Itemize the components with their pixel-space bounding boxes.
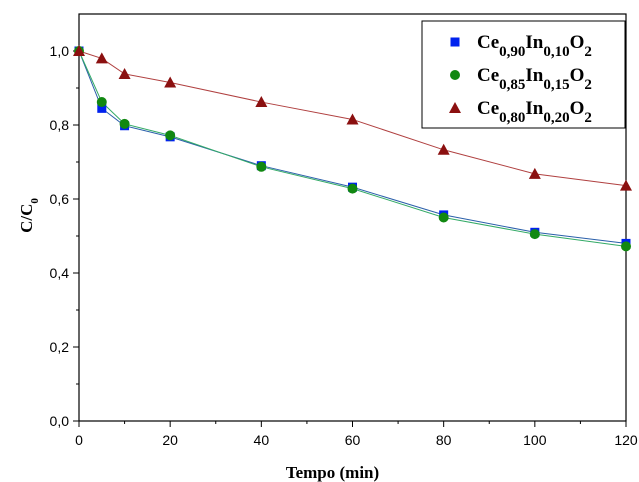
x-tick-label: 120	[614, 432, 638, 448]
x-tick-label: 60	[345, 432, 361, 448]
series-2-point	[529, 229, 540, 240]
series-2-point	[119, 118, 130, 129]
series-3-point	[528, 167, 541, 179]
y-tick-label: 1,0	[50, 43, 70, 59]
series-2-point	[96, 97, 107, 108]
x-tick-label: 40	[254, 432, 270, 448]
series-3-point	[73, 45, 85, 56]
y-tick-label: 0,2	[50, 339, 70, 355]
series-3-point	[118, 67, 131, 79]
series-2-point	[347, 183, 358, 194]
series-3-point	[255, 96, 268, 108]
legend-marker-1	[450, 37, 460, 47]
series-3-point	[95, 52, 108, 64]
y-tick-label: 0,4	[50, 265, 70, 281]
series-3-point	[437, 143, 450, 155]
series-3-point	[164, 76, 177, 88]
legend-marker-2	[450, 70, 460, 80]
x-tick-label: 100	[523, 432, 547, 448]
y-axis-title: C/C0	[17, 198, 41, 233]
series-2-point	[621, 241, 631, 252]
legend-marker-3	[449, 102, 461, 113]
series-1-point	[97, 103, 107, 113]
x-axis-title: Tempo (min)	[286, 463, 379, 482]
legend-label-1: Ce0,90In0,10O2	[477, 32, 592, 60]
y-tick-label: 0,0	[50, 413, 70, 429]
series-2-point	[256, 161, 267, 172]
series-3-point	[620, 179, 632, 191]
series-3-point	[346, 113, 359, 125]
y-tick-label: 0,6	[50, 191, 70, 207]
series-2-point	[165, 130, 176, 141]
x-tick-label: 0	[75, 432, 83, 448]
legend-label-3: Ce0,80In0,20O2	[477, 98, 592, 126]
x-tick-label: 20	[162, 432, 178, 448]
x-tick-label: 80	[436, 432, 452, 448]
y-tick-label: 0,8	[50, 117, 70, 133]
legend-label-2: Ce0,85In0,15O2	[477, 65, 592, 93]
series-2-point	[438, 212, 449, 223]
